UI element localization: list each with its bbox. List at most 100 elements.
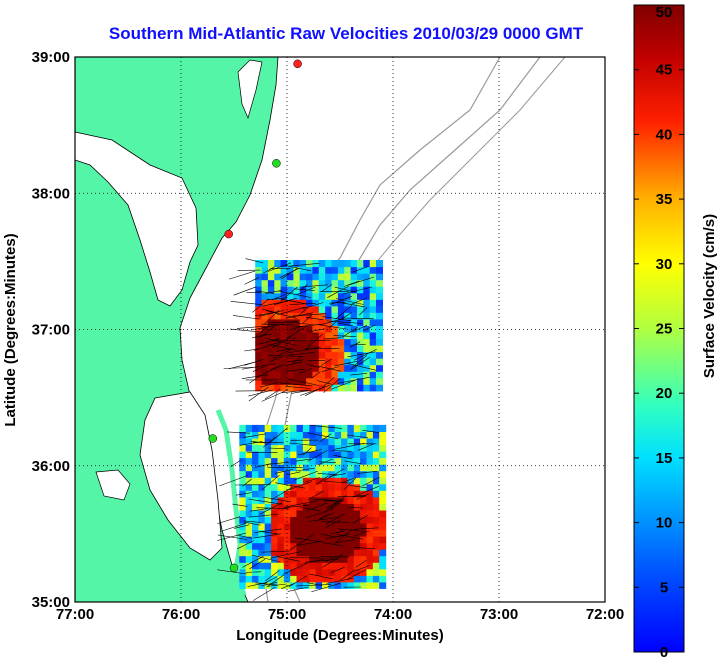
velocity-cell bbox=[302, 509, 310, 517]
velocity-cell bbox=[347, 444, 355, 452]
velocity-cell bbox=[245, 444, 253, 452]
velocity-cell bbox=[379, 568, 387, 576]
velocity-cell bbox=[290, 509, 298, 517]
y-tick-label: 38:00 bbox=[32, 185, 70, 202]
velocity-vector bbox=[230, 460, 241, 467]
velocity-vector bbox=[354, 348, 377, 361]
velocity-vector bbox=[265, 310, 297, 319]
velocity-cell bbox=[277, 562, 285, 570]
velocity-cell bbox=[239, 496, 247, 504]
velocity-cell bbox=[309, 490, 317, 498]
velocity-vector bbox=[335, 539, 355, 544]
velocity-cell bbox=[261, 312, 269, 320]
velocity-cell bbox=[252, 477, 259, 485]
velocity-vector bbox=[325, 513, 345, 525]
velocity-cell bbox=[337, 358, 345, 366]
velocity-cell bbox=[280, 345, 288, 353]
velocity-cell bbox=[353, 549, 361, 557]
velocity-cell bbox=[366, 444, 374, 452]
velocity-cell bbox=[245, 575, 253, 583]
velocity-cell bbox=[337, 305, 345, 313]
velocity-cell bbox=[255, 279, 263, 287]
velocity-cell bbox=[309, 529, 317, 537]
velocity-cell bbox=[347, 490, 355, 498]
velocity-cell bbox=[372, 555, 380, 563]
velocity-cell bbox=[245, 562, 253, 570]
velocity-vector bbox=[256, 507, 289, 509]
colorbar-tick-label: 20 bbox=[656, 385, 673, 402]
velocity-cell bbox=[280, 279, 288, 287]
velocity-cell bbox=[261, 384, 269, 392]
velocity-vector bbox=[357, 442, 376, 451]
velocity-vector bbox=[236, 326, 262, 329]
velocity-vector bbox=[319, 433, 332, 443]
velocity-cell bbox=[331, 312, 339, 320]
velocity-cell bbox=[322, 529, 329, 537]
x-axis-label: Longitude (Degrees:Minutes) bbox=[236, 627, 444, 644]
colorbar-tick-label: 45 bbox=[656, 62, 673, 79]
velocity-cell bbox=[309, 444, 317, 452]
velocity-cell bbox=[293, 273, 301, 281]
velocity-cell bbox=[376, 345, 383, 353]
velocity-cell bbox=[271, 509, 279, 517]
velocity-vector bbox=[323, 378, 341, 393]
velocity-cell bbox=[290, 431, 298, 439]
velocity-vector bbox=[322, 468, 345, 482]
velocity-cell bbox=[258, 444, 266, 452]
velocity-cell bbox=[293, 286, 301, 294]
velocity-vector bbox=[287, 481, 313, 491]
velocity-cell bbox=[363, 260, 371, 268]
velocity-cell bbox=[261, 377, 269, 385]
velocity-cell bbox=[264, 568, 272, 576]
velocity-cell bbox=[360, 477, 368, 485]
velocity-cell bbox=[290, 536, 298, 544]
velocity-cell bbox=[325, 377, 333, 385]
velocity-cell bbox=[290, 529, 298, 537]
velocity-cell bbox=[366, 555, 374, 563]
velocity-cell bbox=[274, 351, 282, 359]
velocity-cell bbox=[337, 299, 345, 307]
velocity-cell bbox=[379, 542, 387, 550]
velocity-cell bbox=[353, 536, 361, 544]
velocity-cell bbox=[353, 490, 361, 498]
velocity-cell bbox=[239, 509, 247, 517]
velocity-cell bbox=[350, 318, 358, 326]
velocity-cell bbox=[347, 509, 355, 517]
velocity-cell bbox=[337, 332, 345, 340]
velocity-cell bbox=[280, 273, 288, 281]
velocity-cell bbox=[334, 581, 342, 589]
velocity-cell bbox=[369, 266, 377, 274]
velocity-cell bbox=[296, 444, 304, 452]
velocity-cell bbox=[366, 516, 374, 524]
velocity-cell bbox=[309, 457, 317, 465]
velocity-cell bbox=[379, 523, 387, 531]
velocity-cell bbox=[315, 542, 323, 550]
velocity-cell bbox=[344, 325, 352, 333]
velocity-cell bbox=[245, 457, 253, 465]
velocity-cell bbox=[372, 457, 380, 465]
velocity-vector bbox=[289, 303, 316, 305]
velocity-cell bbox=[318, 292, 326, 300]
velocity-cell bbox=[379, 457, 387, 465]
velocity-cell bbox=[290, 438, 298, 446]
velocity-cell bbox=[353, 555, 361, 563]
velocity-cell bbox=[312, 266, 320, 274]
velocity-cell bbox=[360, 523, 368, 531]
velocity-cell bbox=[315, 464, 323, 472]
velocity-cell bbox=[337, 371, 345, 379]
velocity-cell bbox=[366, 549, 374, 557]
velocity-vector bbox=[359, 307, 368, 316]
velocity-vector bbox=[223, 366, 259, 369]
velocity-cell bbox=[369, 260, 377, 268]
velocity-vector bbox=[321, 366, 339, 373]
velocity-cell bbox=[376, 332, 383, 340]
velocity-cell bbox=[331, 273, 339, 281]
velocity-vector bbox=[276, 348, 292, 352]
velocity-vector bbox=[237, 540, 255, 550]
colorbar-tick-label: 35 bbox=[656, 191, 673, 208]
velocity-vector bbox=[309, 328, 325, 333]
velocity-cell bbox=[252, 464, 259, 472]
velocity-cell bbox=[258, 496, 266, 504]
velocity-cell bbox=[363, 266, 371, 274]
map-area bbox=[74, 56, 606, 603]
